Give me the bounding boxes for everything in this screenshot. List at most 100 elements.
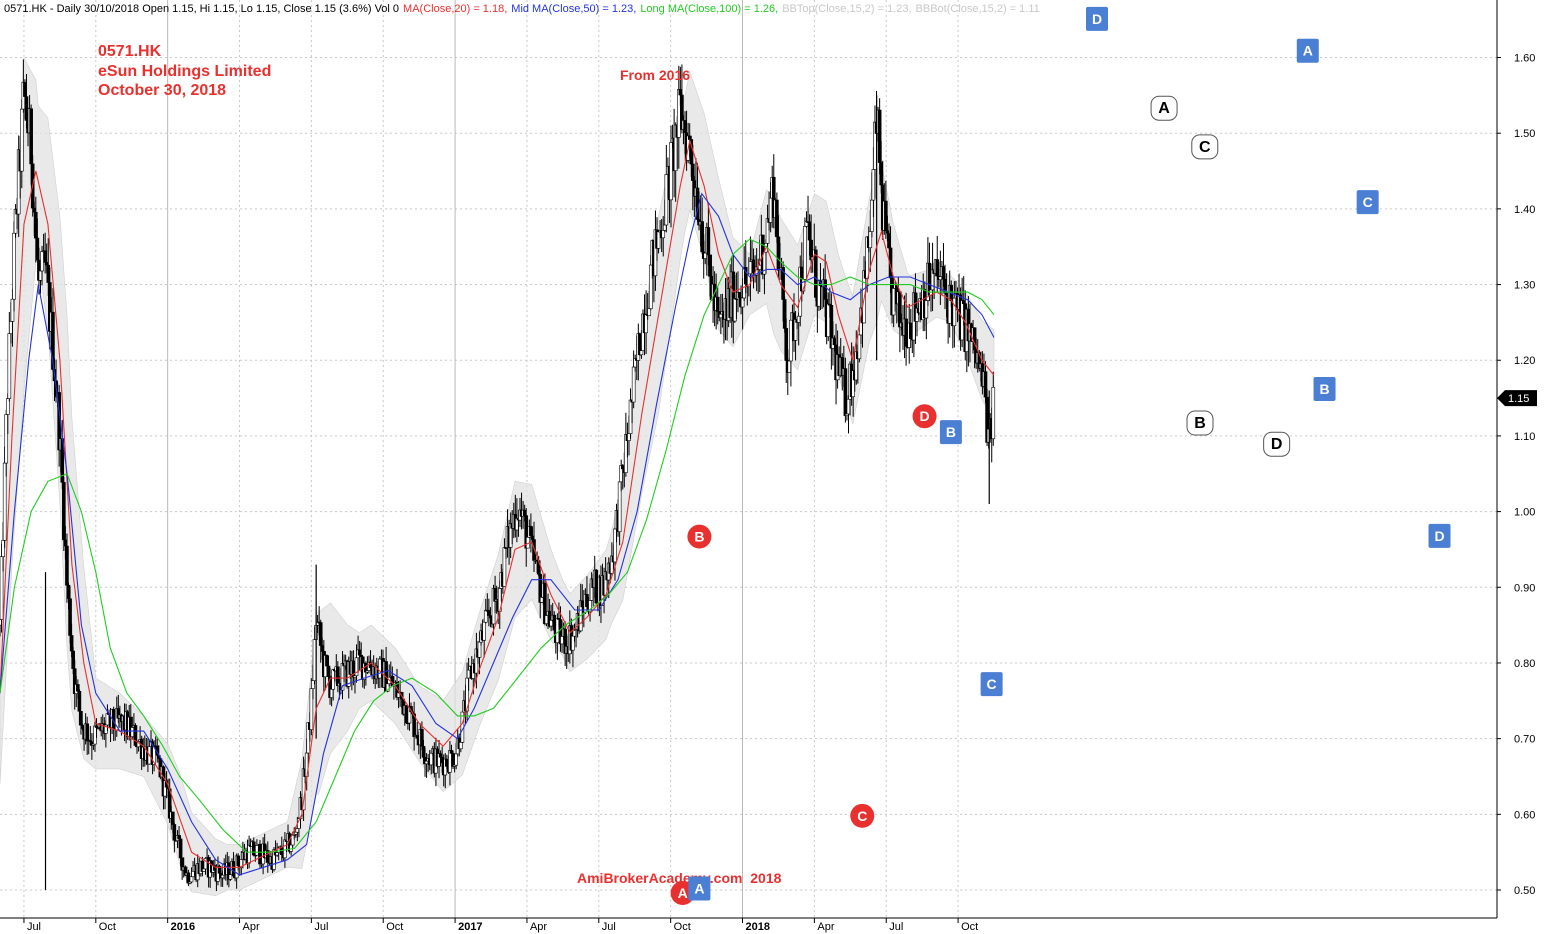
- price-bar-body: [454, 753, 458, 766]
- price-bar-body: [678, 89, 683, 96]
- x-tick-label: Oct: [674, 921, 691, 933]
- price-bar-body: [311, 680, 315, 689]
- price-bar-body: [648, 264, 653, 310]
- wave-marker: C: [980, 672, 1003, 697]
- price-bar-body: [448, 750, 452, 773]
- price-bar-body: [676, 89, 681, 138]
- price-bar-body: [768, 197, 773, 223]
- ma100-line: [0, 238, 995, 853]
- price-bar-body: [66, 584, 71, 599]
- wave-marker: C: [1356, 190, 1379, 215]
- price-bar-body: [594, 569, 599, 604]
- price-bars: [0, 59, 996, 892]
- price-bar-body: [941, 266, 946, 280]
- price-bar-body: [326, 665, 331, 677]
- x-tick-label: 2017: [458, 921, 482, 933]
- price-bar-body: [683, 120, 687, 133]
- price-bar-body: [639, 350, 644, 356]
- price-bar-body: [4, 414, 9, 464]
- wave-marker-label: A: [1158, 100, 1170, 117]
- price-bar-body: [171, 811, 175, 825]
- y-tick-label: 0.60: [1514, 809, 1535, 821]
- price-bar-body: [220, 874, 225, 879]
- price-bar-body: [935, 259, 940, 277]
- price-bar-body: [62, 482, 66, 541]
- price-bar-body: [451, 753, 455, 767]
- price-bar-body: [177, 834, 181, 840]
- price-bar-body: [628, 399, 633, 434]
- wave-marker-square: [939, 420, 962, 445]
- wave-marker-label: B: [1194, 415, 1206, 432]
- wave-marker-label: D: [1434, 528, 1444, 544]
- price-bar-body: [283, 839, 287, 859]
- price-bar-body: [2, 462, 7, 541]
- price-bar-body: [502, 547, 507, 587]
- price-bar-body: [857, 334, 862, 360]
- price-bar-body: [1, 540, 5, 557]
- price-bar-body: [703, 252, 708, 259]
- price-bar-body: [29, 108, 33, 165]
- price-bar-body: [885, 230, 890, 234]
- price-bar-body: [63, 539, 68, 547]
- price-bar-body: [105, 713, 110, 726]
- price-bar-body: [440, 756, 444, 764]
- price-bar-body: [669, 142, 673, 201]
- price-bar-body: [571, 635, 575, 651]
- price-bar-body: [5, 398, 10, 415]
- x-tick-label: Oct: [99, 921, 116, 933]
- y-tick-label: 0.90: [1514, 582, 1535, 594]
- price-bar-body: [228, 874, 233, 880]
- price-bar-body: [258, 843, 262, 865]
- price-bar-body: [870, 199, 874, 232]
- y-tick-label: 1.60: [1514, 53, 1535, 65]
- wave-marker: C: [850, 803, 875, 828]
- price-bar-body: [715, 296, 720, 312]
- last-price-tag-text: 1.15: [1508, 393, 1529, 405]
- wave-marker: C: [1191, 134, 1219, 160]
- price-bar-body: [32, 207, 37, 213]
- wave-marker-label: B: [1319, 381, 1329, 397]
- price-bar-body: [644, 314, 648, 334]
- price-bar-body: [807, 221, 812, 241]
- price-bar-body: [938, 276, 943, 280]
- price-bar-body: [294, 831, 298, 835]
- wave-marker: A: [1150, 95, 1178, 121]
- price-bar-body: [952, 297, 957, 327]
- price-bar-body: [488, 615, 493, 619]
- price-bar-body: [85, 723, 89, 742]
- header-bbbot: BBBot(Close,15,2) = 1.11: [916, 3, 1040, 15]
- y-tick-label: 0.80: [1514, 658, 1535, 670]
- price-bar-body: [35, 237, 40, 261]
- last-price-tag-shape: [1497, 390, 1537, 407]
- price-bar-body: [449, 750, 454, 754]
- y-tick-label: 1.10: [1514, 431, 1535, 443]
- wave-marker-square: [1313, 376, 1336, 401]
- price-bar-body: [19, 108, 24, 172]
- price-bar-body: [130, 727, 135, 737]
- y-tick-label: 1.20: [1514, 355, 1535, 367]
- y-tick-label: 0.70: [1514, 734, 1535, 746]
- x-tick-label: Jul: [314, 921, 328, 933]
- price-bar-body: [65, 545, 69, 586]
- price-bar-body: [7, 333, 12, 399]
- price-bar-body: [544, 615, 549, 625]
- x-tick-label: Jul: [889, 921, 903, 933]
- price-bar-body: [43, 250, 47, 263]
- price-bar-body: [309, 688, 314, 730]
- x-tick-label: Apr: [530, 921, 547, 933]
- wave-marker-square: [1356, 190, 1379, 215]
- price-bar-body: [617, 481, 622, 533]
- wave-marker-label: C: [857, 808, 867, 824]
- price-bar-body: [871, 169, 876, 201]
- price-bar-body: [312, 639, 317, 681]
- price-bar-body: [111, 708, 116, 728]
- price-bar-body: [960, 300, 964, 341]
- price-bar-body: [823, 279, 827, 300]
- y-tick-label: 0.50: [1514, 885, 1535, 897]
- price-bar-body: [868, 231, 873, 249]
- moving-average-lines: [0, 138, 995, 876]
- price-bar-body: [733, 298, 737, 322]
- price-bar-body: [445, 758, 449, 767]
- price-bar-body: [420, 729, 424, 747]
- header-symbol-line: 0571.HK - Daily 30/10/2018 Open 1.15, Hi…: [4, 3, 399, 15]
